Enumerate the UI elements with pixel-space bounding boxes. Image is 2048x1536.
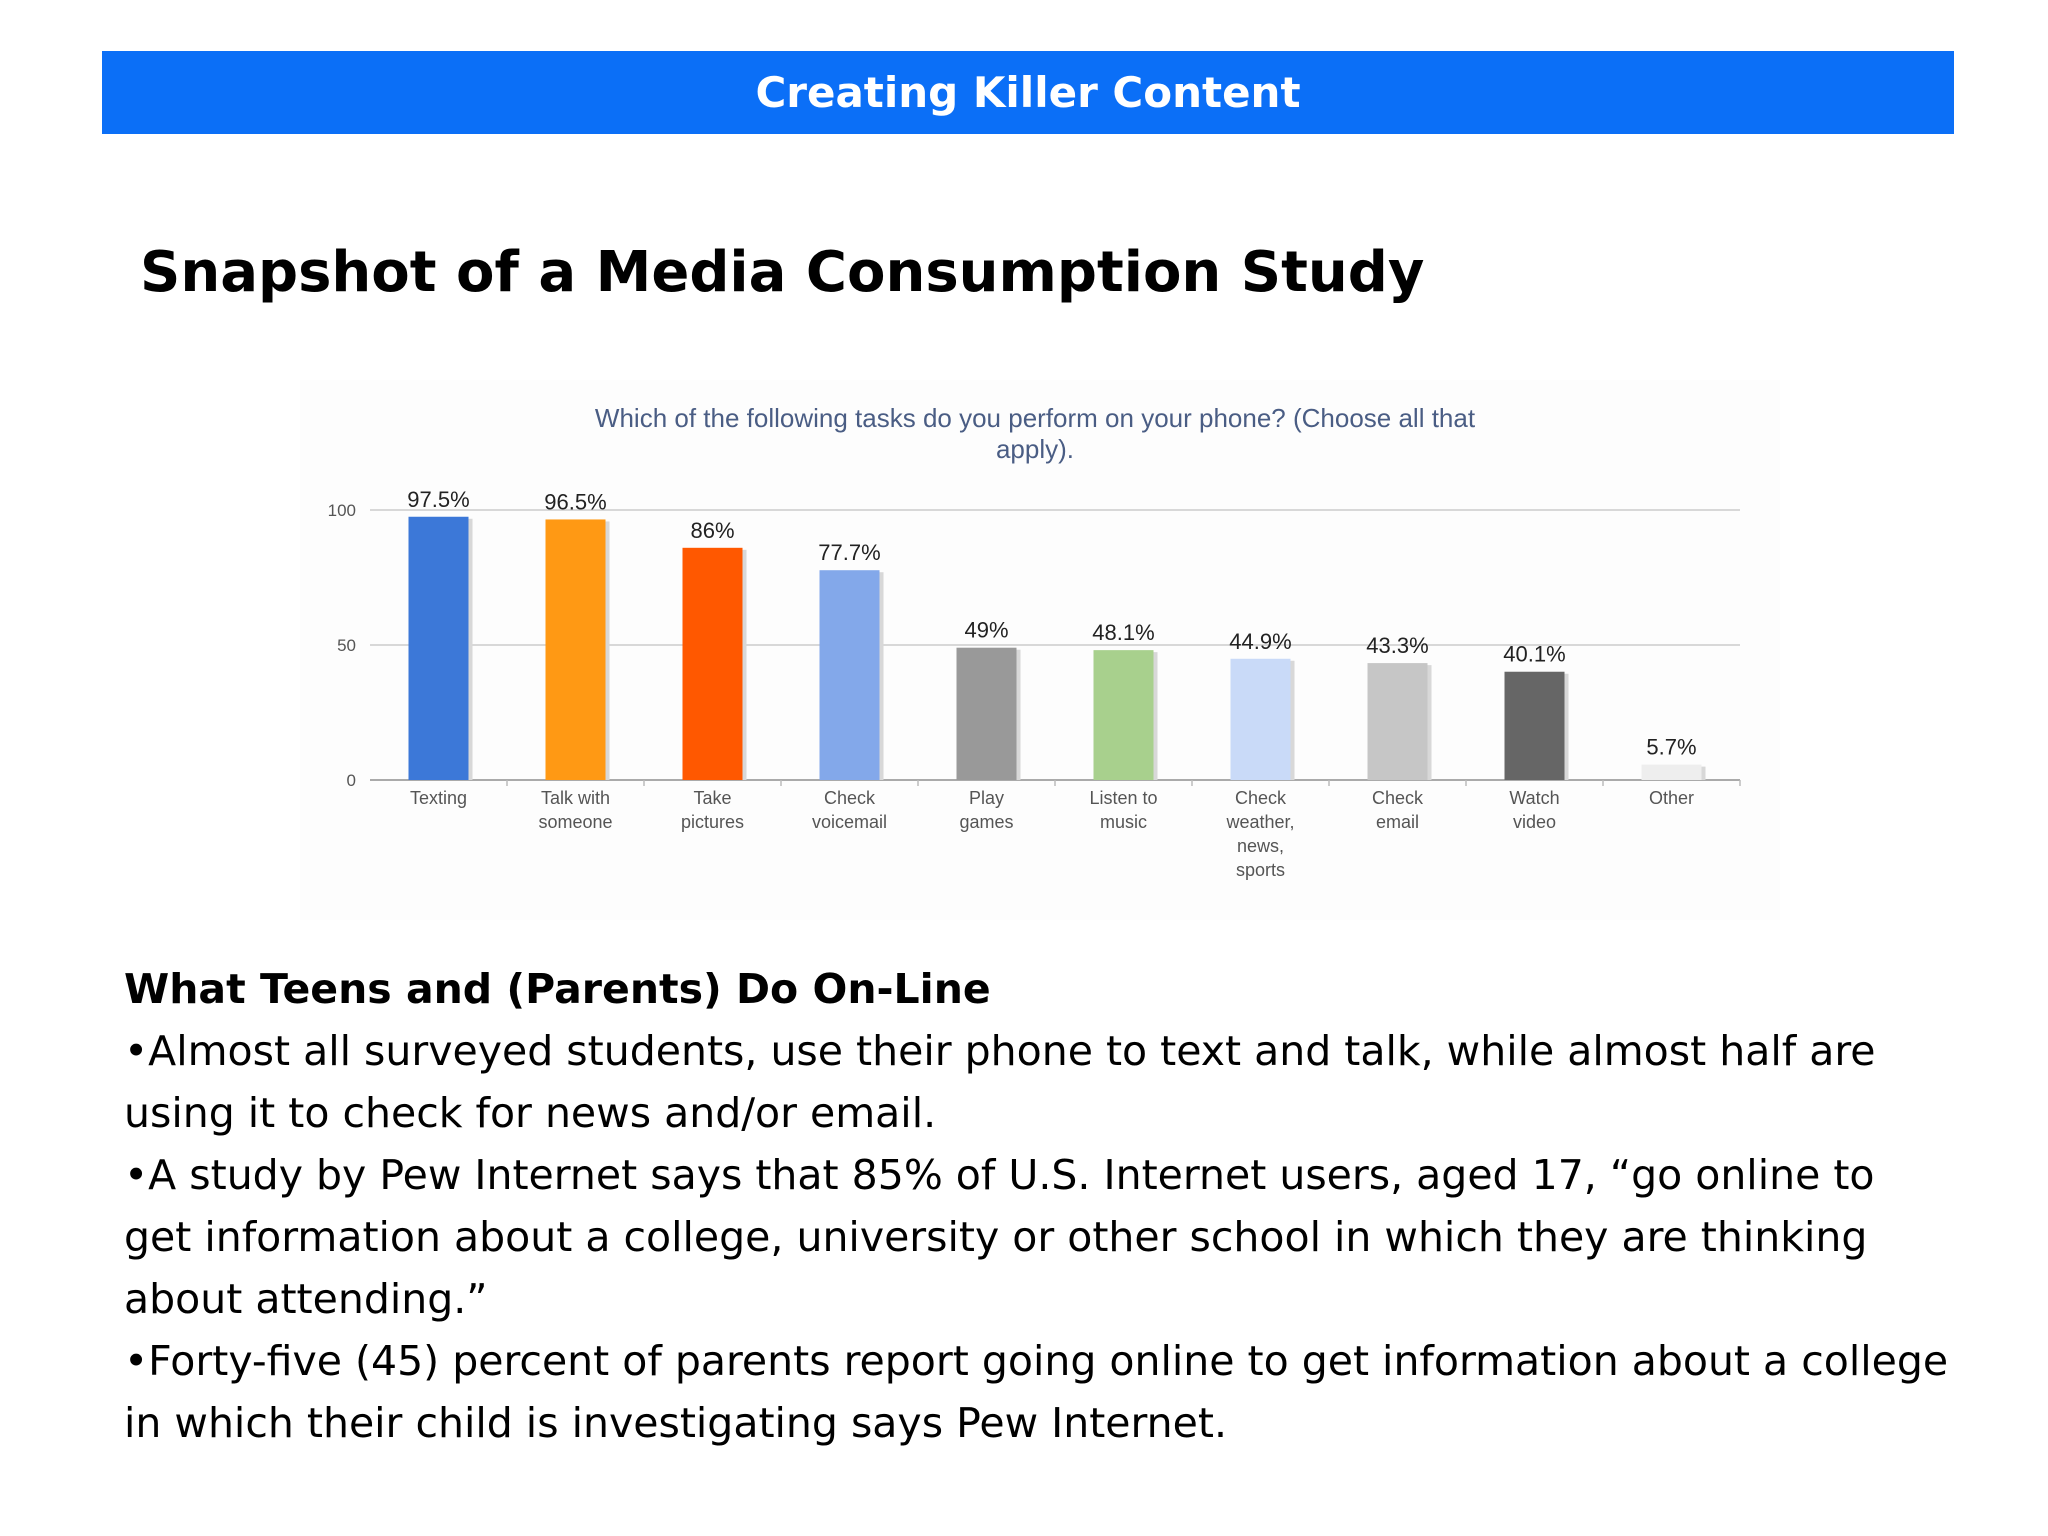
x-tick-label: Talk with [541,788,610,808]
y-tick-label: 0 [347,771,356,790]
data-label: 86% [690,518,734,543]
x-tick-label: games [959,812,1013,832]
body-text: What Teens and (Parents) Do On-Line •Alm… [124,958,1954,1454]
chart-title-line: Which of the following tasks do you perf… [595,403,1476,433]
x-tick-label: sports [1236,860,1285,880]
data-label: 97.5% [407,487,469,512]
data-label: 5.7% [1646,735,1696,760]
x-tick-label: Other [1649,788,1694,808]
x-tick-label: weather, [1225,812,1294,832]
x-tick-label: voicemail [812,812,887,832]
bar [1367,663,1428,780]
x-tick-label: Check [824,788,876,808]
x-tick-label: Check [1235,788,1287,808]
bar [1093,650,1154,780]
x-tick-label: Play [969,788,1004,808]
y-tick-label: 100 [328,501,356,520]
bar [819,570,880,780]
chart-canvas: Which of the following tasks do you perf… [328,403,1741,880]
slide-title: Snapshot of a Media Consumption Study [140,240,1425,305]
x-tick-label: pictures [681,812,744,832]
banner-title: Creating Killer Content [755,68,1301,117]
x-tick-label: Texting [410,788,467,808]
bullet-item: •Forty-five (45) percent of parents repo… [124,1337,1949,1447]
bar [408,516,469,780]
data-label: 48.1% [1092,620,1154,645]
x-tick-label: Take [693,788,731,808]
y-tick-label: 50 [337,636,356,655]
x-tick-label: Check [1372,788,1424,808]
x-tick-label: video [1513,812,1556,832]
bar [956,647,1017,780]
bar [1230,658,1291,780]
x-tick-label: someone [538,812,612,832]
x-tick-label: music [1100,812,1147,832]
data-label: 43.3% [1366,633,1428,658]
data-label: 44.9% [1229,629,1291,654]
bar [545,519,606,780]
data-label: 77.7% [818,540,880,565]
x-tick-label: Watch [1509,788,1559,808]
bar [1504,671,1565,780]
x-tick-label: email [1376,812,1419,832]
x-tick-label: Listen to [1089,788,1157,808]
data-label: 49% [964,618,1008,643]
bar [682,547,743,780]
x-tick-label: news, [1237,836,1284,856]
data-label: 40.1% [1503,642,1565,667]
bullet-item: •Almost all surveyed students, use their… [124,1027,1876,1137]
chart-title-line: apply). [996,434,1074,464]
bar [1641,764,1702,780]
subheading: What Teens and (Parents) Do On-Line [124,965,991,1013]
bar-chart: Which of the following tasks do you perf… [300,380,1780,920]
bullet-item: •A study by Pew Internet says that 85% o… [124,1151,1875,1323]
header-banner: Creating Killer Content [102,51,1954,134]
data-label: 96.5% [544,489,606,514]
